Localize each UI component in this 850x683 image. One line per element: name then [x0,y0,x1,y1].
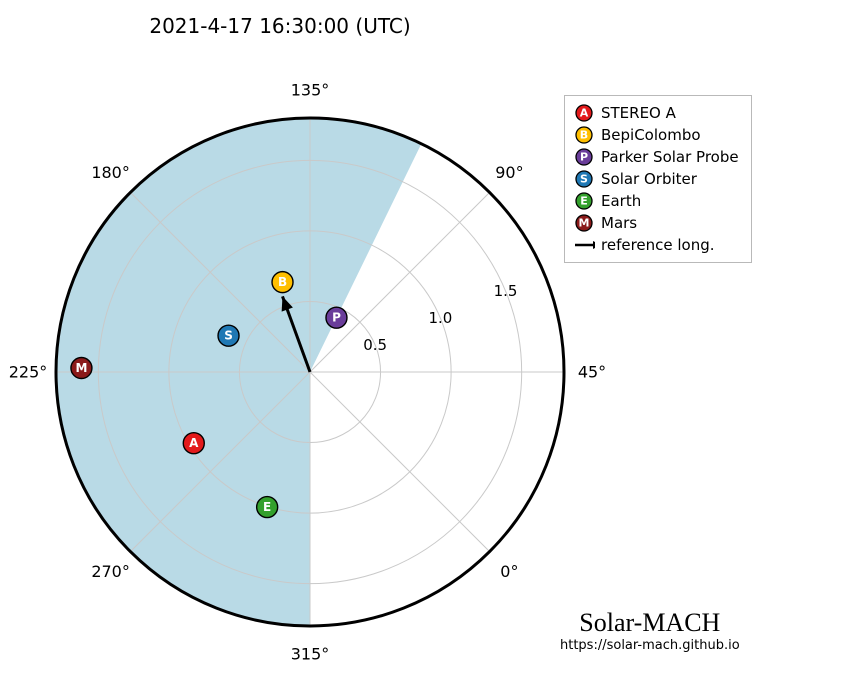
svg-text:M: M [75,361,87,375]
svg-text:P: P [332,311,341,325]
legend-label: Solar Orbiter [601,170,697,188]
svg-text:180°: 180° [91,163,130,182]
svg-text:S: S [224,329,233,343]
legend-item-B: B BepiColombo [573,124,739,146]
legend-label: STEREO A [601,104,676,122]
legend-item-arrow: reference long. [573,234,739,256]
branding: Solar-MACH https://solar-mach.github.io [560,608,740,653]
svg-text:135°: 135° [291,81,330,100]
legend-label: Earth [601,192,641,210]
svg-text:S: S [580,173,588,186]
legend-label: BepiColombo [601,126,701,144]
svg-text:45°: 45° [578,363,606,382]
legend-item-M: M Mars [573,212,739,234]
svg-text:315°: 315° [291,645,330,664]
legend-label: Mars [601,214,637,232]
svg-text:A: A [580,107,589,120]
svg-text:1.5: 1.5 [494,282,518,300]
svg-text:270°: 270° [91,562,130,581]
svg-text:1.0: 1.0 [428,309,452,327]
brand-url: https://solar-mach.github.io [560,638,740,653]
svg-text:0°: 0° [500,562,518,581]
legend-item-A: A STEREO A [573,102,739,124]
svg-text:A: A [189,436,199,450]
svg-text:E: E [580,195,588,208]
legend-item-P: P Parker Solar Probe [573,146,739,168]
svg-text:E: E [263,500,271,514]
legend-item-E: E Earth [573,190,739,212]
svg-text:90°: 90° [495,163,523,182]
legend-item-S: S Solar Orbiter [573,168,739,190]
svg-text:B: B [580,129,588,142]
legend-label: reference long. [601,236,715,254]
legend-label: Parker Solar Probe [601,148,739,166]
legend: A STEREO A B BepiColombo P Parker Solar Probe… [564,95,752,263]
svg-text:225°: 225° [9,363,48,382]
svg-text:0.5: 0.5 [363,336,387,354]
svg-text:B: B [278,275,287,289]
brand-name: Solar-MACH [560,608,740,638]
svg-text:P: P [580,151,588,164]
svg-text:M: M [579,217,590,230]
